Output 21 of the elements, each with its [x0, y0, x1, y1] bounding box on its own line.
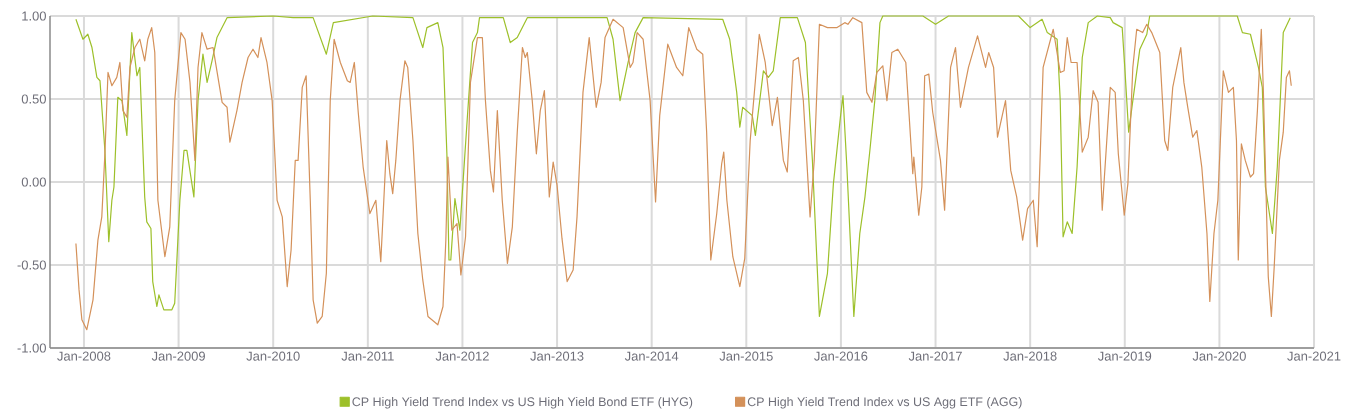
x-tick-label: Jan-2018	[1003, 351, 1057, 361]
y-tick-label: 1.00	[22, 11, 46, 21]
x-tick-label: Jan-2011	[341, 351, 394, 361]
x-tick-label: Jan-2021	[1287, 351, 1341, 361]
y-tick-label: -1.00	[17, 343, 46, 353]
y-tick-label: -0.50	[17, 260, 46, 270]
legend-label: CP High Yield Trend Index vs US Agg ETF (AGG)	[747, 397, 1022, 409]
x-tick-label: Jan-2012	[435, 351, 489, 361]
x-tick-label: Jan-2016	[814, 351, 868, 361]
x-tick-label: Jan-2010	[246, 351, 300, 361]
x-tick-label: Jan-2014	[624, 351, 679, 361]
x-tick-label: Jan-2017	[908, 351, 962, 361]
legend-label: CP High Yield Trend Index vs US High Yield Bond ETF (HYG)	[352, 397, 693, 409]
x-tick-label: Jan-2008	[57, 351, 111, 361]
x-tick-label: Jan-2009	[151, 351, 205, 361]
x-tick-label: Jan-2013	[530, 351, 584, 361]
y-tick-label: 0.00	[21, 177, 46, 187]
x-tick-label: Jan-2015	[719, 351, 773, 361]
y-tick-label: 0.50	[21, 94, 46, 104]
x-tick-label: Jan-2019	[1097, 351, 1152, 361]
x-tick-label: Jan-2020	[1192, 351, 1246, 361]
